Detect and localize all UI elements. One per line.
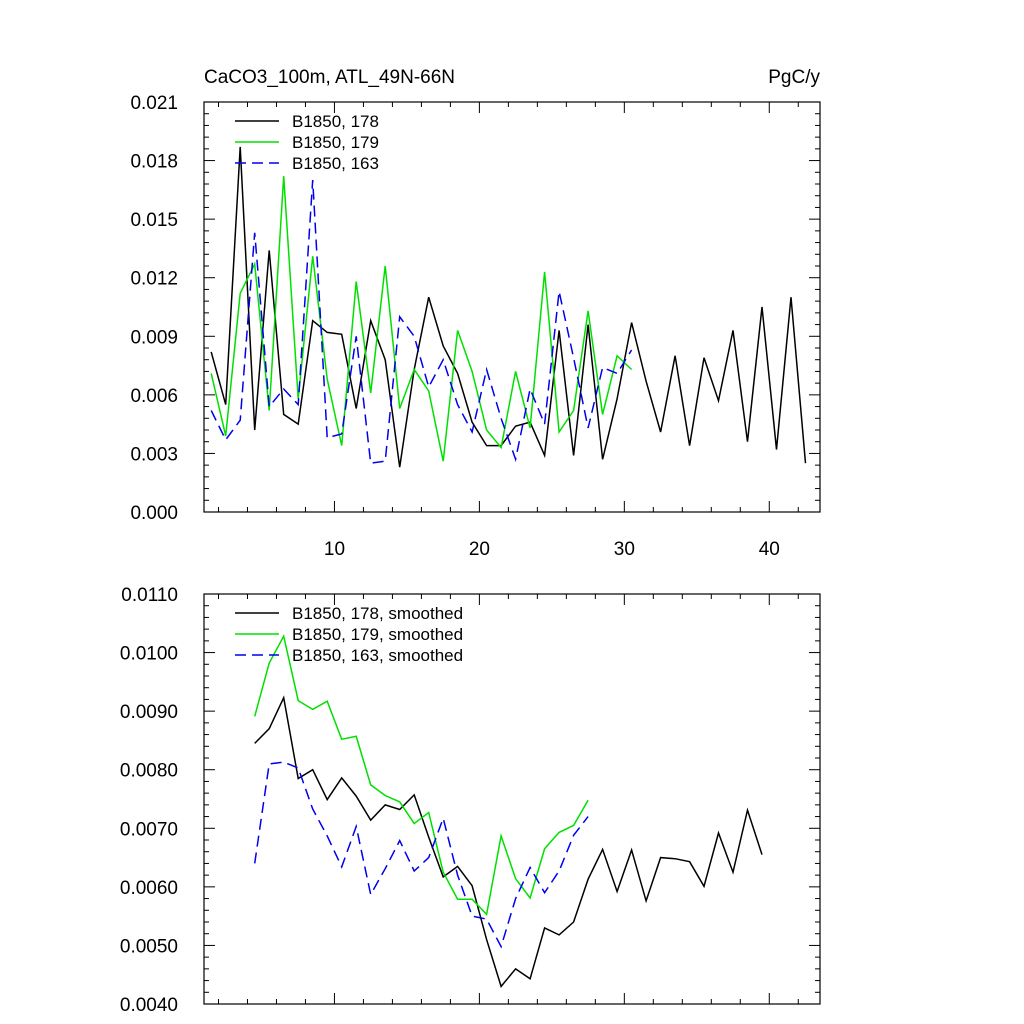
- bottom-panel: 0.0040 0.0050 0.0060 0.0070 0.0080 0.0090 0.01…: [120, 585, 821, 1016]
- series-line-b1850-163-smoothed: [253, 761, 589, 949]
- series-line-b1850-178-smoothed: [254, 695, 763, 988]
- y-tick-label: 0.0070: [120, 819, 178, 840]
- top-axis-tick-labels: 0.000 0.003 0.006 0.009 0.012 0.015 0.018 0.021…: [130, 93, 779, 560]
- top-panel-title: CaCO3_100m, ATL_49N-66N: [204, 67, 455, 88]
- legend-label: B1850, 163, smoothed: [292, 646, 463, 665]
- legend-label: B1850, 179, smoothed: [292, 625, 463, 644]
- bottom-plot-frame: [203, 593, 821, 1005]
- legend-label: B1850, 178, smoothed: [292, 604, 463, 623]
- series-line-b1850-179: [210, 176, 633, 462]
- y-tick-label: 0.012: [130, 269, 178, 290]
- top-panel: CaCO3_100m, ATL_49N-66N PgC/y 0.000 0.003…: [130, 67, 821, 560]
- y-tick-label: 0.021: [130, 93, 178, 114]
- y-tick-label: 0.006: [130, 386, 178, 407]
- top-axis-ticks: [204, 101, 820, 513]
- x-tick-label: 40: [759, 539, 780, 560]
- y-tick-label: 0.003: [130, 444, 178, 465]
- top-legend: B1850, 178 B1850, 179 B1850, 163: [235, 112, 379, 173]
- y-tick-label: 0.0050: [120, 936, 178, 957]
- y-tick-label: 0.0080: [120, 761, 178, 782]
- top-plot-frame: [203, 101, 821, 513]
- series-line-b1850-163: [210, 180, 633, 465]
- legend-label: B1850, 163: [292, 154, 379, 173]
- top-series-lines: [210, 146, 807, 468]
- y-tick-label: 0.0040: [120, 995, 178, 1016]
- bottom-legend: B1850, 178, smoothed B1850, 179, smoothed…: [235, 604, 463, 665]
- y-tick-label: 0.0090: [120, 702, 178, 723]
- y-tick-label: 0.0110: [121, 585, 178, 606]
- top-panel-units: PgC/y: [768, 67, 820, 88]
- bottom-series-lines: [253, 634, 763, 988]
- x-tick-label: 20: [469, 539, 490, 560]
- legend-label: B1850, 178: [292, 112, 379, 131]
- bottom-axis-tick-labels: 0.0040 0.0050 0.0060 0.0070 0.0080 0.0090 0.01…: [120, 585, 178, 1016]
- y-tick-label: 0.009: [130, 327, 178, 348]
- y-tick-label: 0.018: [130, 152, 178, 173]
- legend-label: B1850, 179: [292, 133, 379, 152]
- y-tick-label: 0.0060: [120, 878, 178, 899]
- series-line-b1850-179-smoothed: [253, 634, 589, 916]
- y-tick-label: 0.0100: [120, 644, 178, 665]
- x-tick-label: 10: [324, 539, 345, 560]
- series-line-b1850-178: [210, 146, 807, 468]
- y-tick-label: 0.015: [130, 210, 178, 231]
- bottom-axis-ticks: [204, 593, 820, 1005]
- y-tick-label: 0.000: [130, 503, 178, 524]
- x-tick-label: 30: [614, 539, 635, 560]
